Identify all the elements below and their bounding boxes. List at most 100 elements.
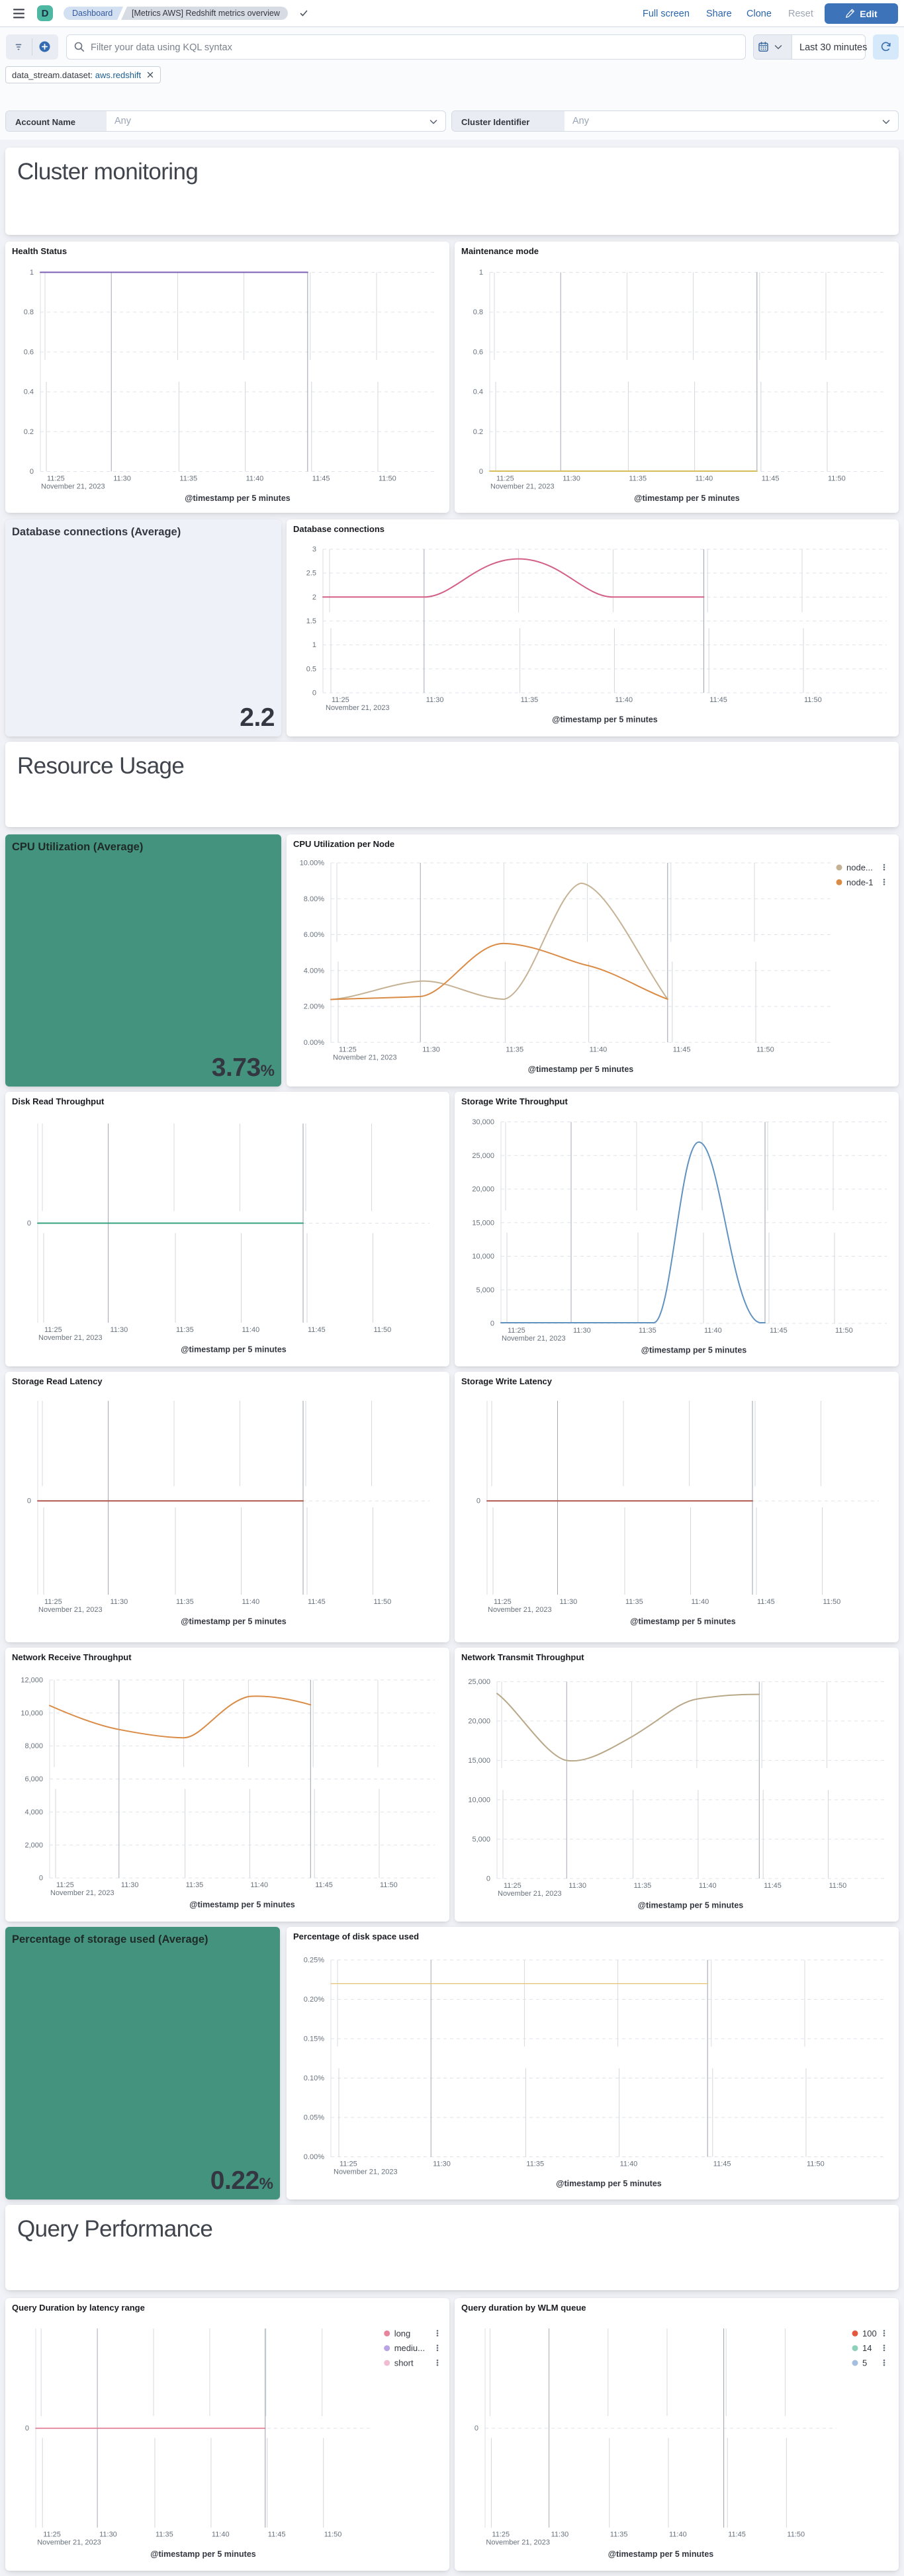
svg-text:11:30: 11:30 (111, 1326, 128, 1334)
svg-text:November 21, 2023: November 21, 2023 (50, 1889, 114, 1897)
svg-text:10.00%: 10.00% (300, 860, 325, 867)
svg-text:November 21, 2023: November 21, 2023 (37, 2539, 101, 2547)
svg-text:11:45: 11:45 (757, 1598, 775, 1606)
svg-text:11:45: 11:45 (308, 1598, 326, 1606)
svg-text:11:25: 11:25 (492, 2531, 510, 2539)
svg-text:November 21, 2023: November 21, 2023 (41, 483, 105, 491)
svg-text:11:25: 11:25 (47, 475, 65, 483)
svg-text:3: 3 (312, 546, 316, 554)
svg-text:0: 0 (312, 689, 316, 697)
svg-text:0: 0 (25, 2424, 29, 2432)
svg-text:0.5: 0.5 (306, 665, 316, 673)
svg-text:1: 1 (312, 641, 316, 649)
svg-text:6.00%: 6.00% (304, 931, 324, 939)
svg-text:November 21, 2023: November 21, 2023 (502, 1335, 566, 1343)
svg-text:10,000: 10,000 (472, 1253, 494, 1261)
svg-text:0: 0 (27, 1497, 31, 1505)
svg-text:November 21, 2023: November 21, 2023 (498, 1890, 562, 1898)
svg-text:11:45: 11:45 (764, 1882, 782, 1890)
svg-text:11:25: 11:25 (496, 475, 514, 483)
svg-text:0.10%: 0.10% (304, 2074, 324, 2082)
svg-text:1.5: 1.5 (306, 617, 316, 625)
svg-text:15,000: 15,000 (468, 1757, 490, 1765)
svg-text:11:25: 11:25 (56, 1881, 74, 1889)
svg-text:11:25: 11:25 (43, 2531, 61, 2539)
svg-text:11:45: 11:45 (315, 1881, 333, 1889)
svg-text:0: 0 (39, 1875, 43, 1883)
svg-text:November 21, 2023: November 21, 2023 (38, 1334, 103, 1342)
svg-text:0: 0 (490, 1320, 494, 1328)
svg-text:11:25: 11:25 (339, 1045, 357, 1053)
svg-text:11:35: 11:35 (176, 1598, 194, 1606)
svg-text:2,000: 2,000 (24, 1842, 43, 1849)
svg-text:November 21, 2023: November 21, 2023 (488, 1606, 552, 1614)
svg-text:11:30: 11:30 (426, 696, 444, 704)
svg-text:11:30: 11:30 (113, 475, 131, 483)
svg-text:0.4: 0.4 (473, 388, 483, 396)
svg-text:long: long (394, 2329, 411, 2338)
svg-text:11:30: 11:30 (563, 475, 580, 483)
svg-text:0.25%: 0.25% (304, 1957, 324, 1965)
svg-text:10,000: 10,000 (21, 1709, 43, 1717)
svg-text:5: 5 (862, 2358, 867, 2368)
svg-text:11:35: 11:35 (639, 1327, 656, 1335)
svg-text:11:25: 11:25 (339, 2160, 357, 2168)
svg-text:0.8: 0.8 (473, 308, 483, 316)
svg-text:November 21, 2023: November 21, 2023 (490, 483, 555, 491)
svg-text:0: 0 (27, 1220, 31, 1227)
svg-text:2: 2 (312, 594, 316, 601)
svg-text:November 21, 2023: November 21, 2023 (334, 2168, 398, 2176)
svg-text:11:35: 11:35 (156, 2531, 173, 2539)
svg-text:0.4: 0.4 (24, 388, 34, 396)
svg-text:@timestamp per 5 minutes: @timestamp per 5 minutes (638, 1901, 744, 1910)
svg-text:11:35: 11:35 (176, 1326, 194, 1334)
svg-text:0: 0 (476, 1497, 480, 1505)
svg-text:20,000: 20,000 (472, 1186, 494, 1194)
svg-text:11:50: 11:50 (835, 1327, 853, 1335)
svg-text:11:25: 11:25 (508, 1327, 525, 1335)
svg-text:11:40: 11:40 (699, 1882, 717, 1890)
svg-text:mediu...: mediu... (394, 2343, 425, 2353)
svg-text:11:40: 11:40 (212, 2531, 230, 2539)
svg-text:11:30: 11:30 (422, 1045, 440, 1053)
svg-text:6,000: 6,000 (24, 1775, 43, 1783)
svg-text:@timestamp per 5 minutes: @timestamp per 5 minutes (181, 1617, 287, 1626)
svg-text:11:25: 11:25 (504, 1882, 521, 1890)
svg-text:100: 100 (862, 2329, 877, 2338)
svg-text:0.05%: 0.05% (304, 2114, 324, 2122)
svg-text:11:45: 11:45 (713, 2160, 731, 2168)
svg-text:0: 0 (475, 2424, 478, 2432)
svg-text:11:50: 11:50 (374, 1326, 392, 1334)
svg-text:11:45: 11:45 (312, 475, 330, 483)
svg-text:4,000: 4,000 (24, 1808, 43, 1816)
svg-text:10,000: 10,000 (468, 1796, 490, 1804)
svg-text:11:25: 11:25 (494, 1598, 512, 1606)
svg-text:11:50: 11:50 (807, 2160, 825, 2168)
svg-text:11:50: 11:50 (379, 475, 396, 483)
svg-text:11:30: 11:30 (433, 2160, 451, 2168)
svg-text:11:35: 11:35 (506, 1045, 523, 1053)
svg-text:11:25: 11:25 (44, 1326, 62, 1334)
svg-text:20,000: 20,000 (468, 1717, 490, 1725)
svg-text:11:40: 11:40 (250, 1881, 268, 1889)
svg-text:11:35: 11:35 (186, 1881, 204, 1889)
svg-text:11:40: 11:40 (242, 1598, 260, 1606)
svg-text:11:45: 11:45 (762, 475, 780, 483)
svg-text:short: short (394, 2358, 414, 2368)
svg-text:0.20%: 0.20% (304, 1996, 324, 2004)
svg-text:5,000: 5,000 (472, 1836, 490, 1843)
svg-text:0.6: 0.6 (24, 348, 34, 356)
svg-text:12,000: 12,000 (21, 1676, 43, 1684)
svg-text:@timestamp per 5 minutes: @timestamp per 5 minutes (181, 1345, 287, 1355)
svg-text:@timestamp per 5 minutes: @timestamp per 5 minutes (630, 1617, 736, 1626)
svg-text:11:35: 11:35 (179, 475, 197, 483)
svg-text:11:30: 11:30 (551, 2531, 569, 2539)
svg-text:11:45: 11:45 (770, 1327, 788, 1335)
svg-text:4.00%: 4.00% (304, 967, 324, 975)
svg-text:11:35: 11:35 (629, 475, 647, 483)
svg-text:11:50: 11:50 (380, 1881, 398, 1889)
svg-text:11:50: 11:50 (823, 1598, 841, 1606)
svg-text:11:40: 11:40 (590, 1045, 608, 1053)
svg-text:11:50: 11:50 (374, 1598, 392, 1606)
svg-text:11:40: 11:40 (242, 1326, 260, 1334)
